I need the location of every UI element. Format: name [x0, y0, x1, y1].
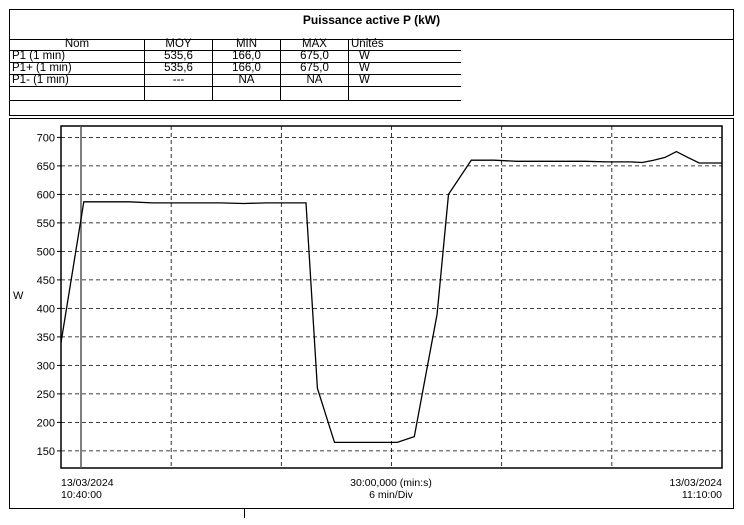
cell-moy: 535,6	[144, 50, 213, 63]
cell-nom	[10, 86, 145, 101]
table-row: P1- (1 min) --- NA NA W	[10, 74, 461, 87]
y-tick-label: 700	[37, 132, 55, 144]
y-tick-label: 400	[37, 303, 55, 315]
cell-min	[212, 86, 281, 101]
y-tick-label: 200	[37, 417, 55, 429]
cell-unit: W	[348, 50, 461, 63]
grid-lines	[61, 126, 722, 468]
y-tick-label: 350	[37, 332, 55, 344]
y-tick-label: 550	[37, 218, 55, 230]
y-tick-label: 600	[37, 189, 55, 201]
cell-min: 166,0	[212, 50, 281, 63]
x-label-center-scale: 6 min/Div	[369, 489, 414, 501]
x-label-end-time: 11:10:00	[682, 489, 722, 501]
cell-moy	[144, 86, 213, 101]
cell-max: 675,0	[280, 62, 349, 75]
stats-table: Nom MOY MIN MAX Unités P1 (1 min) 535,6 …	[10, 38, 461, 101]
cell-nom: P1 (1 min)	[10, 50, 145, 63]
statistics-panel: Puissance active P (kW) Nom MOY MIN MAX …	[9, 9, 734, 116]
y-tick-label: 500	[37, 246, 55, 258]
table-title: Puissance active P (kW)	[10, 10, 733, 40]
cell-moy: 535,6	[144, 62, 213, 75]
cell-unit	[348, 86, 461, 101]
y-tick-label: 650	[37, 161, 55, 173]
table-header-row: Nom MOY MIN MAX Unités	[10, 38, 461, 51]
cell-moy: ---	[144, 74, 213, 87]
x-label-center-range: 30:00,000 (min:s)	[350, 477, 432, 489]
footer-divider	[9, 508, 245, 509]
header-unites: Unités	[348, 38, 461, 51]
chart-panel: 150 200 250 300 350 400 450 500 550 600 650 700 W 1…	[9, 118, 734, 509]
header-min: MIN	[212, 38, 281, 51]
cell-min: 166,0	[212, 62, 281, 75]
y-tick-label: 250	[37, 389, 55, 401]
x-label-start-date: 13/03/2024	[61, 477, 114, 489]
table-row: P1 (1 min) 535,6 166,0 675,0 W	[10, 50, 461, 63]
cell-unit: W	[348, 62, 461, 75]
cell-max: NA	[280, 74, 349, 87]
y-tick-label: 450	[37, 275, 55, 287]
y-tick-label: 300	[37, 360, 55, 372]
y-tick-label: 150	[37, 446, 55, 458]
header-nom: Nom	[10, 38, 145, 51]
y-axis-label: W	[13, 290, 24, 302]
power-chart: 150 200 250 300 350 400 450 500 550 600 650 700 W 1…	[13, 125, 723, 501]
cell-nom: P1+ (1 min)	[10, 62, 145, 75]
x-label-end-date: 13/03/2024	[669, 477, 722, 489]
table-row: P1+ (1 min) 535,6 166,0 675,0 W	[10, 62, 461, 75]
y-axis-ticks: 150 200 250 300 350 400 450 500 550 600 650 700	[37, 132, 61, 458]
cell-unit: W	[348, 74, 461, 87]
header-moy: MOY	[144, 38, 213, 51]
cell-max: 675,0	[280, 50, 349, 63]
header-max: MAX	[280, 38, 349, 51]
cell-min: NA	[212, 74, 281, 87]
cell-max	[280, 86, 349, 101]
x-label-start-time: 10:40:00	[61, 489, 102, 501]
cell-nom: P1- (1 min)	[10, 74, 145, 87]
series-line-p1	[60, 150, 722, 444]
table-row	[10, 86, 461, 101]
footer-divider-tick	[244, 508, 245, 518]
